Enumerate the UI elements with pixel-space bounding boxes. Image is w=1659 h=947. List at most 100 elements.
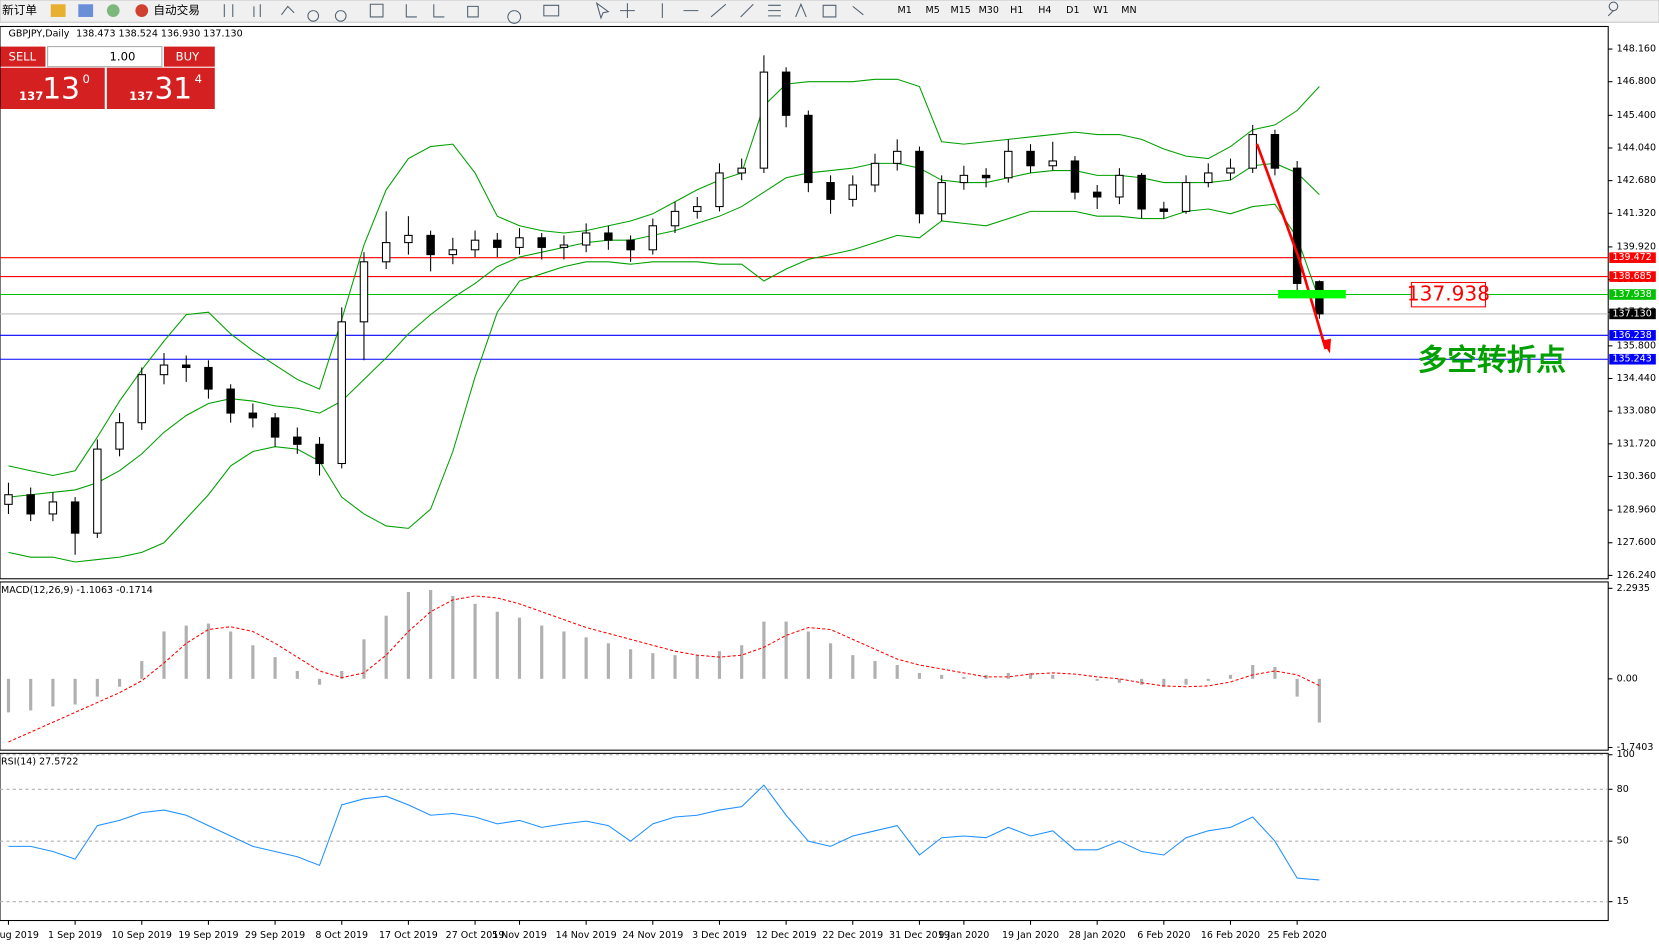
x-tick-label: 27 Oct 2019 (446, 930, 505, 941)
icon[interactable] (50, 4, 66, 17)
level-label-bg (1609, 353, 1656, 365)
panel-frame (0, 752, 1609, 922)
x-tick-label: 22 Aug 2019 (0, 930, 39, 941)
lots-box[interactable] (47, 46, 163, 68)
timeframe-button[interactable]: M15 (951, 5, 971, 16)
x-tick-label: 25 Feb 2020 (1268, 930, 1327, 941)
macd-bar (6, 678, 11, 713)
macd-bar (851, 655, 855, 679)
candle-body (892, 150, 902, 164)
macd-bar (1117, 678, 1121, 683)
timeframe-button[interactable]: MN (1121, 5, 1136, 16)
macd-bar (940, 674, 944, 679)
macd-bar (295, 670, 299, 679)
macd-bar (117, 678, 122, 687)
macd-bar (429, 590, 433, 679)
level-label: 137.130 (1612, 308, 1651, 319)
buy-label[interactable]: BUY (176, 50, 200, 64)
annotation: 多空转折点 (1418, 342, 1566, 377)
ask-main: 31 (154, 71, 192, 105)
icon[interactable] (78, 4, 94, 17)
macd-bar (1206, 678, 1210, 681)
candle-body (515, 237, 524, 248)
candle-body (559, 244, 569, 248)
candle-body (848, 184, 858, 200)
candle-body (1181, 182, 1191, 212)
macd-bar (229, 631, 233, 679)
macd-bar (606, 643, 610, 679)
pivot-marker (1278, 289, 1346, 299)
x-tick-label: 8 Oct 2019 (315, 930, 368, 941)
one-click-panel: SELL 1.00 BUY 137 13 0 137 31 4 (0, 46, 215, 110)
candle-body (1204, 172, 1213, 184)
macd-bar (1028, 672, 1033, 679)
candle-body (204, 366, 213, 390)
candle-body (1115, 174, 1124, 198)
x-tick-label: 22 Dec 2019 (822, 930, 883, 941)
timeframe-button[interactable]: D1 (1066, 5, 1079, 16)
level-label: 136.238 (1612, 330, 1651, 341)
timeframe-button[interactable]: M30 (979, 5, 999, 16)
candle-body (93, 448, 102, 534)
ohlc-text: 138.473 138.524 136.930 137.130 (76, 28, 242, 39)
y-tick-label: -1.7403 (1617, 742, 1654, 753)
level-label-bg (1609, 289, 1656, 300)
macd-bar (1051, 674, 1055, 679)
y-tick-label: 145.400 (1617, 110, 1656, 121)
candle-body (270, 417, 280, 438)
candle-body (915, 150, 924, 215)
panel-frame (0, 25, 1609, 580)
bid-box[interactable] (0, 67, 105, 110)
candle-body (1137, 174, 1146, 210)
y-tick-label: 0.00 (1617, 673, 1638, 684)
auto-trading-icon[interactable] (135, 4, 149, 17)
macd-bar (251, 645, 255, 679)
candle-body (1226, 167, 1235, 174)
macd-bar (1095, 678, 1099, 681)
macd-bar (29, 678, 33, 711)
y-tick-label: 139.920 (1617, 241, 1656, 252)
auto-trading-button[interactable]: 自动交易 (153, 3, 200, 17)
lots[interactable]: 1.00 (110, 50, 136, 64)
macd-bar (451, 595, 455, 679)
candle-body (670, 210, 680, 227)
sell-label[interactable]: SELL (8, 50, 36, 64)
macd-bar (184, 625, 188, 679)
candle-body (381, 242, 391, 263)
macd-bar (95, 678, 99, 697)
candle-body (1004, 150, 1013, 179)
timeframe-button[interactable]: M5 (926, 5, 940, 16)
candle-body (981, 174, 991, 179)
candle-body (1092, 191, 1102, 198)
ask-box[interactable] (106, 67, 215, 110)
candle-body (626, 239, 635, 251)
candle-body (359, 261, 369, 323)
new-order-button[interactable]: 新订单 (2, 3, 37, 17)
timeframe-button[interactable]: H1 (1010, 5, 1023, 16)
macd-bar (784, 621, 788, 679)
candle-body (581, 232, 591, 246)
macd-bar (895, 665, 899, 679)
icon[interactable] (106, 4, 120, 17)
macd-bar (362, 639, 366, 679)
macd-bar (1273, 666, 1277, 679)
x-tick-label: 19 Jan 2020 (1002, 930, 1059, 941)
candle-body (70, 501, 80, 534)
candle-body (26, 494, 35, 515)
timeframe-button[interactable]: H4 (1038, 5, 1051, 16)
x-tick-label: 9 Jan 2020 (938, 930, 989, 941)
timeframe-button[interactable]: M1 (897, 5, 911, 16)
macd-bar (1006, 672, 1010, 679)
x-tick-label: 16 Feb 2020 (1201, 930, 1260, 941)
macd-bar (651, 653, 655, 679)
sell-button[interactable] (0, 46, 46, 67)
x-tick-label: 1 Sep 2019 (48, 930, 102, 941)
candle-body (826, 182, 835, 200)
timeframe-button[interactable]: W1 (1093, 5, 1108, 16)
y-tick-label: 2.2935 (1617, 583, 1650, 594)
y-tick-label: 141.320 (1617, 208, 1656, 219)
candle-body (470, 239, 480, 251)
buy-button[interactable] (163, 46, 215, 67)
bid-main: 13 (42, 71, 80, 105)
